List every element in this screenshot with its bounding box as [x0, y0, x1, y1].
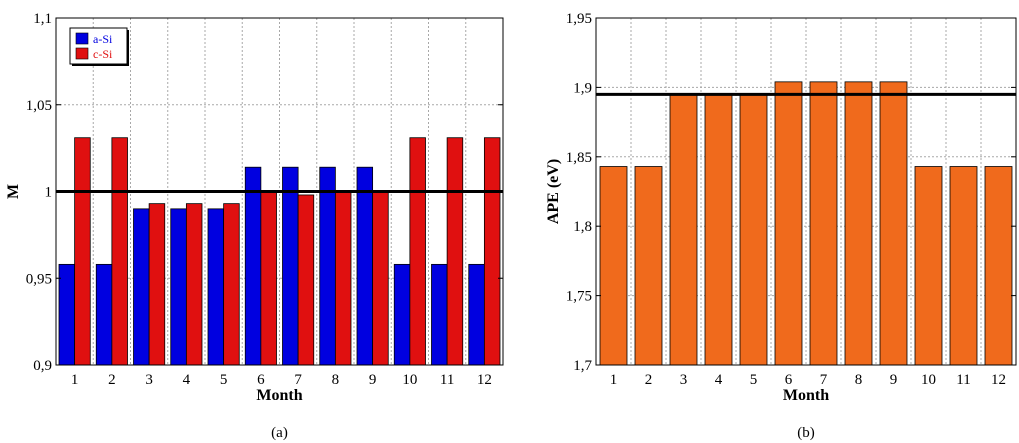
bar-c-si-month-2 — [111, 137, 128, 366]
legend-swatch-c-si — [75, 47, 89, 60]
bar-ape-month-11 — [949, 166, 978, 366]
x-tick-label: 1 — [71, 372, 79, 388]
y-tick-label: 1,9 — [573, 80, 592, 96]
bar-c-si-month-4 — [185, 203, 203, 366]
bar-a-si-month-4 — [170, 208, 187, 366]
bar-ape-month-4 — [704, 93, 733, 366]
bar-a-si-month-3 — [133, 208, 150, 366]
x-tick-label: 2 — [645, 372, 653, 388]
plot-frame — [595, 17, 1017, 366]
bar-c-si-month-9 — [372, 191, 389, 366]
x-tick-label: 4 — [715, 372, 723, 388]
x-tick-label: 7 — [820, 372, 828, 388]
x-tick-label: 10 — [402, 372, 417, 388]
x-tick-label: 7 — [294, 372, 302, 388]
x-tick-label: 4 — [183, 372, 191, 388]
legend: a-Sic-Si — [69, 27, 129, 66]
y-tick-label: 1,1 — [33, 11, 52, 27]
chart-panel-b: 1,71,751,81,851,91,951 2 3 4 5 6 7 8 9 10 11 12Mont… — [545, 11, 1017, 441]
x-tick-label: 9 — [369, 372, 377, 388]
x-tick-label: 8 — [855, 372, 863, 388]
y-tick-label: 1,7 — [573, 358, 592, 374]
bar-ape-month-10 — [914, 166, 943, 366]
y-tick-label: 1,05 — [26, 98, 52, 114]
bar-a-si-month-7 — [282, 166, 299, 366]
y-axis-label: M — [5, 184, 22, 199]
x-tick-label: 1 — [610, 372, 618, 388]
x-tick-label: 10 — [921, 372, 936, 388]
bar-a-si-month-8 — [319, 166, 336, 366]
y-tick-label: 1,95 — [566, 11, 592, 27]
legend-label-a-si: a-Si — [93, 32, 113, 46]
x-tick-label: 12 — [991, 372, 1006, 388]
x-tick-label: 9 — [890, 372, 898, 388]
x-tick-label: 3 — [680, 372, 688, 388]
bar-a-si-month-11 — [431, 263, 448, 366]
bar-a-si-month-1 — [58, 263, 76, 366]
x-tick-label: 6 — [257, 372, 265, 388]
x-tick-label: 3 — [145, 372, 153, 388]
x-axis-label: Month — [256, 387, 302, 404]
x-tick-label: 12 — [477, 372, 492, 388]
legend-swatch-a-si — [75, 32, 89, 45]
panel-label: (a) — [271, 425, 288, 441]
x-tick-label: 11 — [956, 372, 970, 388]
bar-ape-month-6 — [774, 81, 803, 366]
bar-c-si-month-6 — [260, 191, 277, 366]
bar-a-si-month-10 — [393, 263, 411, 366]
bar-c-si-month-12 — [483, 137, 501, 366]
bar-c-si-month-8 — [334, 191, 352, 366]
bar-a-si-month-12 — [468, 263, 485, 366]
y-tick-label: 0,9 — [33, 358, 52, 374]
bar-c-si-month-3 — [148, 203, 166, 366]
bar-c-si-month-10 — [409, 137, 426, 366]
bar-a-si-month-6 — [244, 166, 262, 366]
x-tick-label: 5 — [750, 372, 758, 388]
y-tick-label: 1,8 — [573, 219, 592, 235]
bar-ape-month-3 — [669, 93, 698, 366]
y-tick-label: 1,85 — [566, 150, 592, 166]
bar-ape-month-9 — [879, 81, 908, 366]
bar-ape-month-2 — [634, 166, 663, 366]
bar-a-si-month-9 — [356, 166, 374, 366]
panel-label: (b) — [797, 425, 815, 441]
bar-ape-month-8 — [844, 81, 873, 366]
bar-a-si-month-5 — [207, 208, 225, 366]
bar-c-si-month-7 — [297, 194, 315, 366]
x-tick-label: 6 — [785, 372, 793, 388]
y-tick-label: 0,95 — [26, 271, 52, 287]
bar-a-si-month-2 — [95, 263, 113, 366]
x-axis-label: Month — [783, 387, 829, 404]
legend-label-c-si: c-Si — [93, 47, 113, 61]
x-tick-label: 5 — [220, 372, 228, 388]
bar-c-si-month-11 — [446, 137, 464, 366]
bar-c-si-month-1 — [74, 137, 91, 366]
bar-c-si-month-5 — [223, 203, 240, 366]
x-tick-label: 2 — [108, 372, 116, 388]
x-tick-label: 8 — [332, 372, 340, 388]
bar-ape-month-12 — [984, 166, 1013, 366]
bar-ape-month-1 — [599, 166, 628, 366]
y-tick-label: 1 — [45, 185, 53, 201]
y-tick-label: 1,75 — [566, 289, 592, 305]
y-axis-label: APE (eV) — [545, 159, 562, 224]
bar-ape-month-7 — [809, 81, 838, 366]
x-tick-label: 11 — [440, 372, 454, 388]
bar-ape-month-5 — [739, 93, 768, 366]
